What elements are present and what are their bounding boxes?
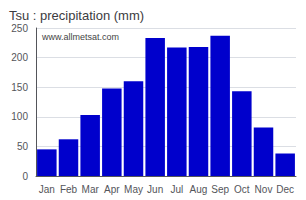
svg-text:Oct: Oct bbox=[234, 184, 250, 195]
svg-text:0: 0 bbox=[22, 171, 28, 182]
svg-text:150: 150 bbox=[11, 82, 28, 93]
svg-text:100: 100 bbox=[11, 111, 28, 122]
svg-text:200: 200 bbox=[11, 52, 28, 63]
svg-text:Jun: Jun bbox=[147, 184, 163, 195]
svg-text:250: 250 bbox=[11, 23, 28, 34]
svg-text:Feb: Feb bbox=[60, 184, 78, 195]
svg-text:Jan: Jan bbox=[39, 184, 55, 195]
svg-text:Nov: Nov bbox=[255, 184, 273, 195]
svg-text:Tsu : precipitation (mm): Tsu : precipitation (mm) bbox=[9, 8, 144, 23]
svg-text:www.allmetsat.com: www.allmetsat.com bbox=[41, 32, 119, 42]
svg-text:Mar: Mar bbox=[82, 184, 100, 195]
svg-text:Aug: Aug bbox=[190, 184, 208, 195]
svg-text:50: 50 bbox=[17, 141, 29, 152]
svg-text:May: May bbox=[124, 184, 143, 195]
svg-text:Apr: Apr bbox=[104, 184, 120, 195]
svg-text:Jul: Jul bbox=[170, 184, 183, 195]
svg-text:Dec: Dec bbox=[276, 184, 294, 195]
svg-text:Sep: Sep bbox=[211, 184, 229, 195]
